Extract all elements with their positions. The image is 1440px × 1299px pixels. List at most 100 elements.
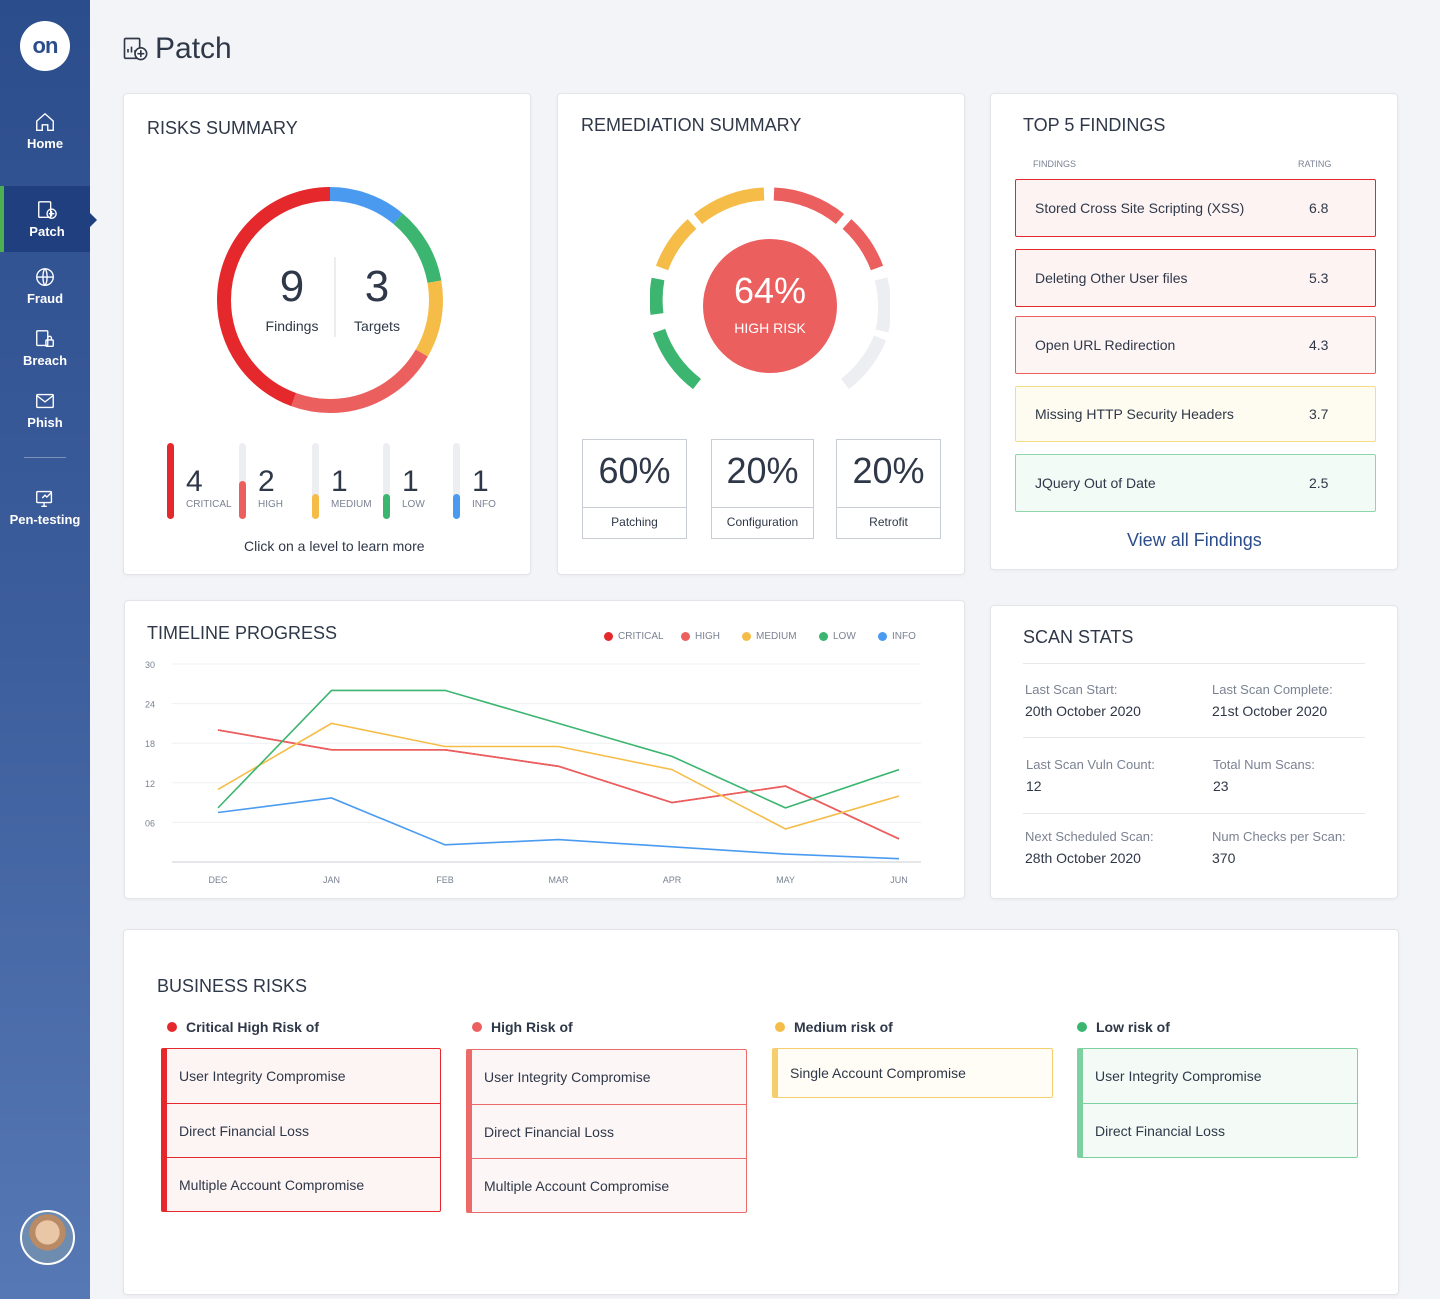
targets-count: 3: [364, 262, 390, 311]
legend-label: MEDIUM: [756, 631, 797, 642]
finding-name: Stored Cross Site Scripting (XSS): [1035, 200, 1245, 216]
remediation-label: Configuration: [726, 515, 799, 529]
legend-item-info[interactable]: INFO: [878, 631, 916, 642]
risk-group-heading-critical: Critical High Risk of: [167, 1019, 319, 1035]
stat-label: Total Num Scans:: [1213, 757, 1315, 772]
status-dot: [775, 1022, 785, 1032]
stat-value: 23: [1213, 778, 1229, 794]
remediation-pct: 20%: [726, 450, 799, 491]
x-tick-label: JUN: [890, 875, 908, 885]
risk-group-heading-text: High Risk of: [491, 1019, 573, 1035]
legend-item-medium[interactable]: MEDIUM: [742, 631, 797, 642]
remediation-divider: [712, 507, 813, 508]
level-count: 1: [331, 465, 348, 498]
page-title-text: Patch: [155, 32, 232, 65]
legend-item-low[interactable]: LOW: [819, 631, 856, 642]
legend-label: LOW: [833, 631, 856, 642]
stat-label: Last Scan Complete:: [1212, 682, 1333, 697]
stat-label: Last Scan Start:: [1025, 682, 1118, 697]
list-item[interactable]: User Integrity Compromise: [484, 1069, 651, 1085]
finding-rating: 6.8: [1309, 200, 1329, 216]
list-item[interactable]: Direct Financial Loss: [167, 1103, 440, 1157]
patch-icon: [38, 201, 57, 219]
y-tick-label: 06: [145, 818, 155, 828]
donut-segment-high[interactable]: [217, 187, 443, 413]
view-all-findings-link[interactable]: View all Findings: [1127, 530, 1262, 550]
finding-rating: 4.3: [1309, 337, 1329, 353]
x-tick-label: JAN: [323, 875, 340, 885]
level-info[interactable]: 1 INFO: [453, 443, 523, 521]
remediation-label: Retrofit: [869, 515, 908, 529]
list-item[interactable]: User Integrity Compromise: [179, 1068, 346, 1084]
mail-icon: [36, 393, 54, 409]
finding-name: Deleting Other User files: [1035, 270, 1188, 286]
finding-row[interactable]: Deleting Other User files 5.3: [1015, 249, 1376, 307]
donut-segment-critical[interactable]: [217, 187, 443, 413]
divider: [1023, 737, 1365, 738]
risk-group-heading-medium: Medium risk of: [775, 1019, 893, 1035]
timeline-card: [124, 600, 965, 899]
findings-count: 9: [279, 262, 305, 311]
legend-item-high[interactable]: HIGH: [681, 631, 720, 642]
list-item[interactable]: Multiple Account Compromise: [472, 1158, 746, 1212]
x-tick-label: MAY: [776, 875, 795, 885]
stat-value: 28th October 2020: [1025, 850, 1141, 866]
list-item[interactable]: Direct Financial Loss: [1083, 1103, 1357, 1157]
list-item[interactable]: Multiple Account Compromise: [167, 1157, 440, 1211]
sidebar-item-label: Breach: [22, 353, 68, 368]
x-tick-label: DEC: [208, 875, 228, 885]
list-item[interactable]: Direct Financial Loss: [472, 1104, 746, 1158]
level-medium[interactable]: 1 MEDIUM: [312, 443, 382, 521]
gauge-value: 64%: [733, 270, 807, 311]
y-tick-label: 24: [145, 700, 155, 710]
remediation-box-configuration[interactable]: 20% Configuration: [711, 439, 814, 539]
gauge-segment: [693, 187, 765, 225]
level-high[interactable]: 2 HIGH: [239, 443, 309, 521]
risks-summary-card: [123, 93, 531, 575]
sidebar-item-home[interactable]: Home: [0, 98, 90, 164]
logo[interactable]: on: [20, 21, 70, 71]
status-dot: [472, 1022, 482, 1032]
finding-row[interactable]: Open URL Redirection 4.3: [1015, 316, 1376, 374]
remediation-divider: [583, 507, 686, 508]
finding-row[interactable]: Missing HTTP Security Headers 3.7: [1015, 386, 1376, 442]
risk-group-medium: Single Account Compromise: [772, 1048, 1053, 1098]
remediation-pct: 60%: [598, 450, 671, 491]
remediation-summary-title: REMEDIATION SUMMARY: [581, 115, 802, 135]
level-bar-track: [383, 443, 390, 519]
remediation-box-retrofit[interactable]: 20% Retrofit: [836, 439, 941, 539]
remediation-divider: [837, 507, 940, 508]
legend-dot: [604, 632, 613, 641]
level-bar-track: [312, 443, 319, 519]
legend-label: HIGH: [695, 631, 720, 642]
level-bar-fill: [312, 493, 319, 519]
legend-item-critical[interactable]: CRITICAL: [604, 631, 664, 642]
gauge-segment: [652, 328, 702, 390]
avatar[interactable]: [20, 1210, 75, 1265]
sidebar-item-phish[interactable]: Phish: [0, 377, 90, 443]
list-item[interactable]: User Integrity Compromise: [1095, 1068, 1262, 1084]
sidebar-item-fraud[interactable]: Fraud: [0, 253, 90, 319]
sidebar-item-breach[interactable]: Breach: [0, 315, 90, 381]
level-bar-track: [453, 443, 460, 519]
level-label: HIGH: [258, 499, 283, 510]
sidebar-item-label: Fraud: [26, 291, 64, 306]
finding-row[interactable]: JQuery Out of Date 2.5: [1015, 454, 1376, 512]
timeline-chart: 30 24 18 12 06 DEC JAN FEB MAR APR MAY JUN: [145, 660, 921, 885]
gauge-segment: [773, 187, 845, 225]
level-label: LOW: [402, 499, 425, 510]
list-item[interactable]: Single Account Compromise: [790, 1065, 966, 1081]
sidebar-item-label: Home: [26, 136, 64, 151]
finding-row[interactable]: Stored Cross Site Scripting (XSS) 6.8: [1015, 179, 1376, 237]
remediation-box-patching[interactable]: 60% Patching: [582, 439, 687, 539]
active-indicator: [90, 213, 97, 227]
sidebar-item-pen-testing[interactable]: Pen-testing: [0, 474, 90, 540]
risk-group-critical: User Integrity Compromise Direct Financi…: [161, 1048, 441, 1212]
donut-segment-medium[interactable]: [217, 187, 443, 413]
risks-donut[interactable]: [215, 185, 445, 415]
level-low[interactable]: 1 LOW: [383, 443, 453, 521]
level-critical[interactable]: 4 CRITICAL: [167, 443, 237, 521]
business-risks-title: BUSINESS RISKS: [157, 976, 308, 996]
sidebar-item-label: Pen-testing: [9, 512, 81, 527]
sidebar-item-patch[interactable]: Patch: [0, 186, 97, 252]
